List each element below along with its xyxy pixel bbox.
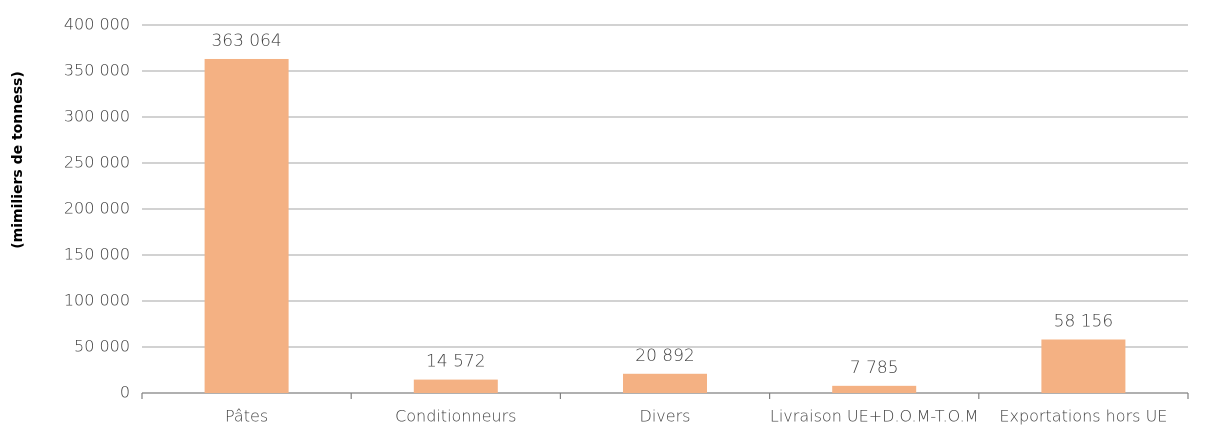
- bar: [204, 58, 289, 394]
- y-tick-label: 0: [120, 383, 130, 402]
- value-label: 20 892: [635, 346, 694, 366]
- bar: [623, 373, 707, 393]
- value-label: 363 064: [211, 31, 281, 51]
- y-tick-label: 250 000: [64, 153, 130, 172]
- value-label: 58 156: [1054, 311, 1113, 331]
- x-tick-label: Exportations hors UE: [999, 407, 1167, 426]
- y-tick-label: 200 000: [64, 199, 130, 218]
- x-tick-label: Divers: [640, 407, 691, 426]
- bar: [413, 379, 498, 393]
- y-tick-label: 50 000: [74, 337, 130, 356]
- value-label: 14 572: [426, 352, 485, 372]
- y-tick-label: 350 000: [64, 61, 130, 80]
- x-tick-label: Livraison UE+D.O.M-T.O.M: [770, 407, 979, 426]
- y-tick-label: 100 000: [64, 291, 130, 310]
- x-tick-label: Pâtes: [225, 407, 268, 426]
- y-tick-label: 300 000: [64, 107, 130, 126]
- bar: [832, 385, 917, 393]
- value-label: 7 785: [850, 358, 899, 378]
- y-axis-label: (mimiliers de tonness): [10, 71, 26, 249]
- bar: [1041, 339, 1126, 393]
- x-tick-label: Conditionneurs: [395, 407, 516, 426]
- y-tick-label: 400 000: [64, 15, 130, 34]
- y-tick-label: 150 000: [64, 245, 130, 264]
